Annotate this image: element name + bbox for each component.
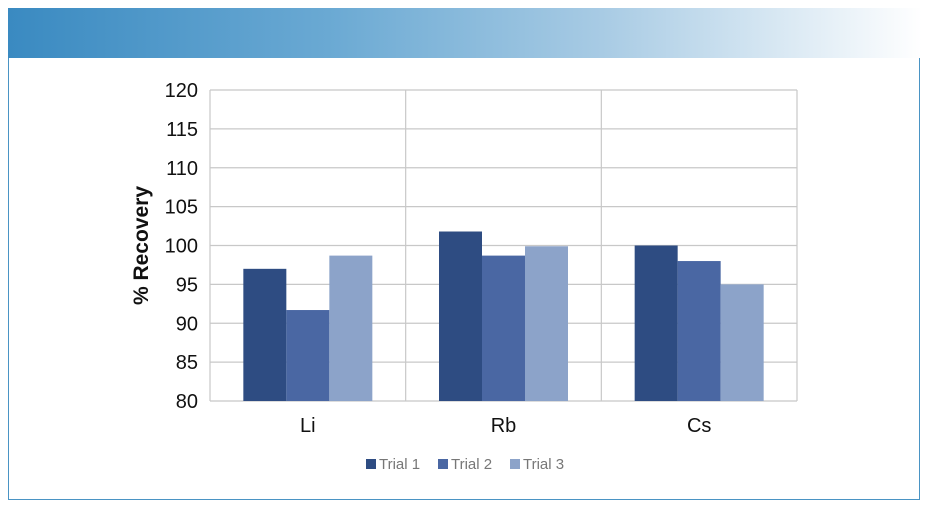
y-tick-label: 110 — [166, 158, 198, 180]
y-tick-label: 120 — [165, 80, 198, 102]
legend-swatch — [510, 459, 520, 469]
legend-swatch — [366, 459, 376, 469]
y-tick-label: 100 — [165, 236, 198, 258]
header-band — [8, 8, 922, 58]
bars — [243, 231, 764, 401]
y-tick-label: 90 — [176, 313, 198, 335]
bar-cs-trial-3 — [720, 284, 764, 401]
bar-li-trial-1 — [243, 268, 287, 401]
x-ticks: Li Rb Cs — [300, 415, 711, 437]
x-tick-label: Rb — [491, 415, 517, 437]
legend-swatch — [438, 459, 448, 469]
y-tick-label: 105 — [165, 197, 198, 219]
y-tick-label: 115 — [166, 119, 198, 141]
bar-li-trial-2 — [286, 310, 330, 401]
legend: Trial 1 Trial 2 Trial 3 — [366, 456, 564, 473]
y-ticks: 80 85 90 95 100 105 110 115 120 — [165, 80, 198, 413]
x-tick-label: Li — [300, 415, 316, 437]
bar-li-trial-3 — [329, 255, 373, 401]
y-tick-label: 95 — [176, 274, 198, 296]
bar-rb-trial-2 — [482, 255, 525, 401]
bar-rb-trial-3 — [525, 246, 568, 401]
bar-rb-trial-1 — [439, 231, 482, 401]
y-axis-label: % Recovery — [130, 186, 153, 305]
legend-label: Trial 3 — [523, 456, 564, 473]
y-tick-label: 85 — [176, 352, 198, 374]
bar-cs-trial-2 — [677, 261, 721, 401]
x-tick-label: Cs — [687, 415, 711, 437]
bar-cs-trial-1 — [634, 245, 678, 401]
legend-label: Trial 1 — [379, 456, 420, 473]
legend-label: Trial 2 — [451, 456, 492, 473]
y-tick-label: 80 — [176, 391, 198, 413]
